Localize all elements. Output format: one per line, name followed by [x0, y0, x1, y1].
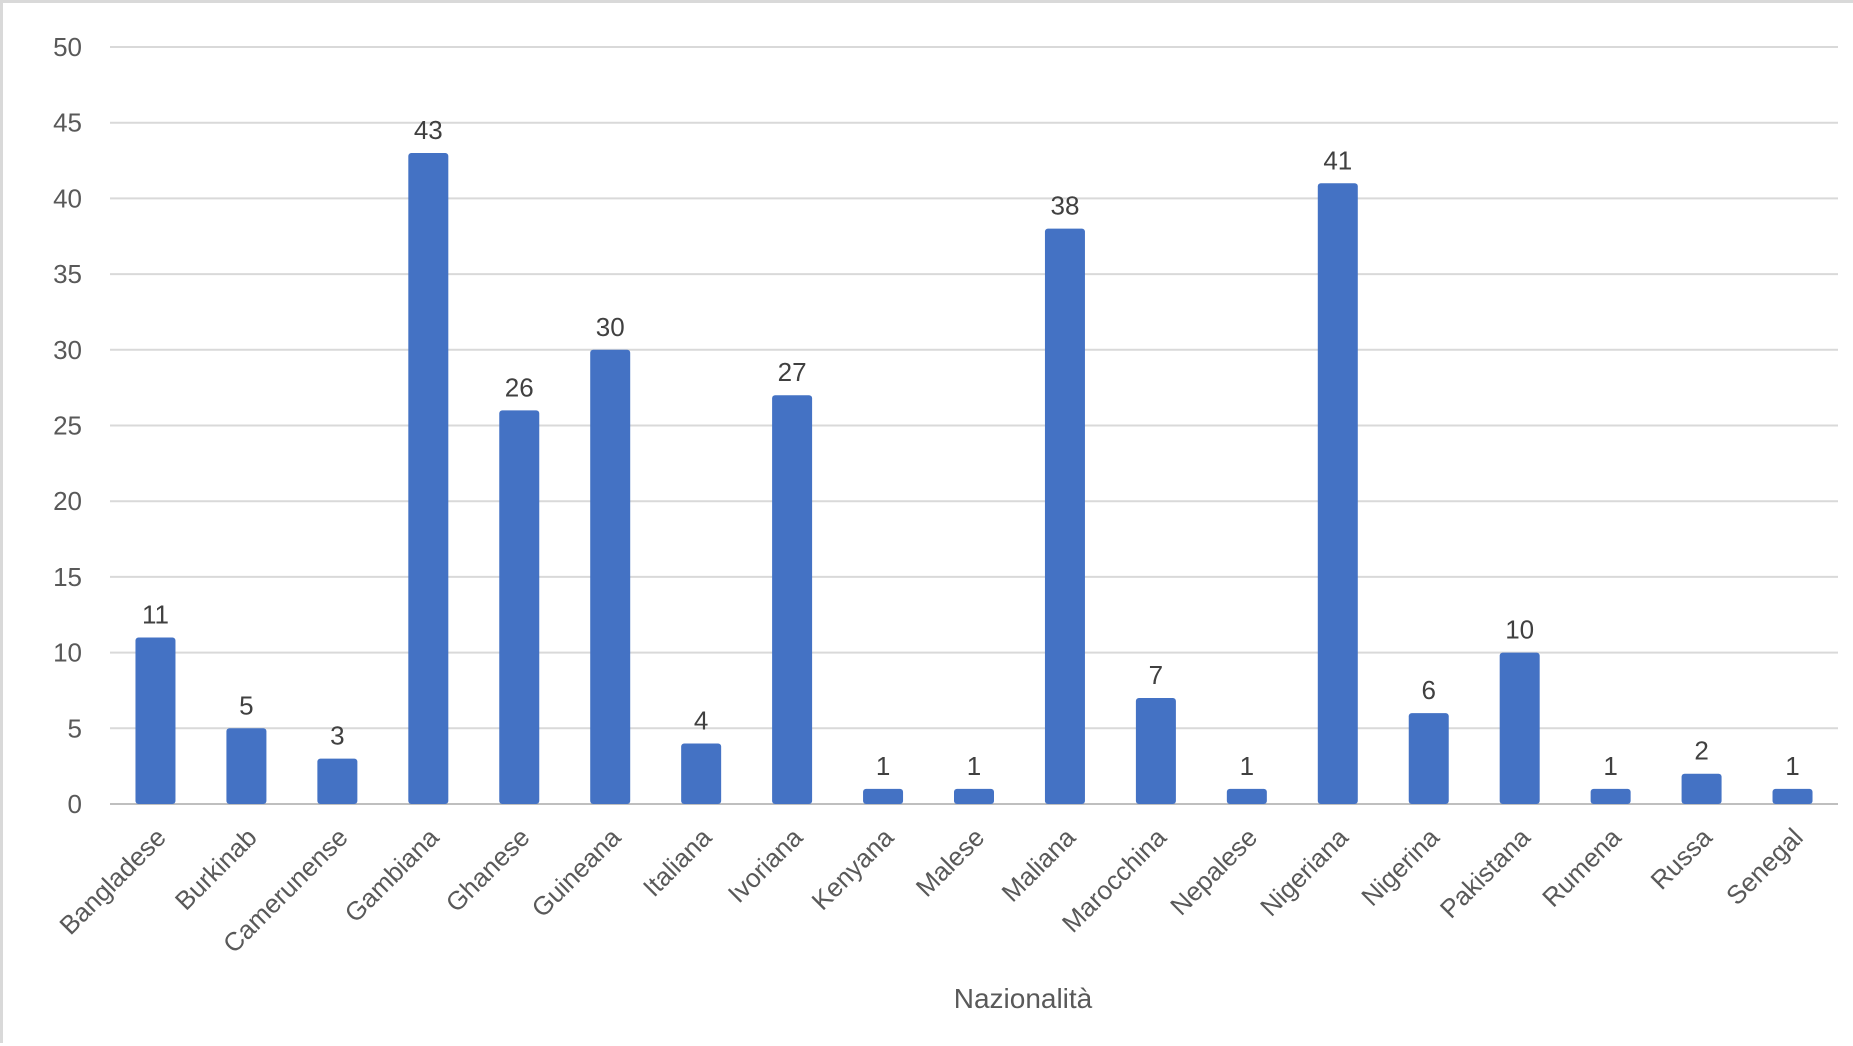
data-label: 27: [778, 357, 807, 387]
bar: [1772, 788, 1813, 804]
bar: [1499, 652, 1540, 804]
x-tick-label: Kenyana: [805, 822, 899, 916]
bar: [1681, 773, 1722, 804]
bar: [1408, 713, 1449, 804]
x-axis-tick-labels: BangladeseBurkinabCamerunenseGambianaGha…: [53, 822, 1808, 959]
bar: [317, 758, 358, 804]
bar: [408, 152, 449, 805]
bar: [135, 637, 176, 804]
data-label: 10: [1505, 615, 1534, 645]
data-label: 7: [1149, 660, 1163, 690]
x-tick-label: Rumena: [1536, 822, 1627, 913]
data-label: 41: [1323, 145, 1352, 175]
data-label: 6: [1422, 675, 1436, 705]
x-tick-label: Nigeriana: [1254, 822, 1354, 922]
x-tick-label: Russa: [1644, 822, 1718, 896]
bar: [772, 395, 813, 804]
data-label: 1: [1785, 751, 1799, 781]
bar: [1226, 788, 1267, 804]
bar: [954, 788, 994, 804]
x-tick-label: Burkinab: [169, 822, 263, 916]
x-tick-label: Senegal: [1720, 822, 1809, 911]
x-tick-label: Malese: [910, 822, 990, 902]
bar: [1135, 698, 1176, 804]
data-label: 3: [330, 721, 344, 751]
data-label: 1: [1240, 751, 1254, 781]
x-tick-label: Gambiana: [339, 822, 445, 928]
data-label: 11: [142, 599, 169, 629]
y-tick-label: 0: [68, 789, 82, 819]
bars: [135, 152, 1813, 805]
y-tick-label: 50: [53, 32, 82, 62]
x-tick-label: Bangladese: [53, 822, 171, 940]
y-tick-label: 45: [53, 108, 82, 138]
data-label: 1: [876, 751, 890, 781]
y-tick-label: 30: [53, 335, 82, 365]
bar: [1317, 183, 1358, 804]
data-label: 2: [1694, 736, 1708, 766]
data-label: 5: [239, 690, 253, 720]
x-tick-label: Guineana: [526, 822, 627, 923]
bar: [1044, 228, 1085, 804]
data-label: 1: [1603, 751, 1617, 781]
bar: [863, 788, 904, 804]
data-label: 4: [694, 705, 708, 735]
x-tick-label: Ghanese: [440, 822, 536, 918]
y-tick-label: 25: [53, 411, 82, 441]
y-tick-label: 5: [68, 713, 82, 743]
data-label: 38: [1050, 191, 1079, 221]
x-tick-label: Maliana: [996, 822, 1082, 908]
x-tick-label: Italiana: [637, 822, 718, 903]
y-tick-label: 20: [53, 486, 82, 516]
bar: [1590, 788, 1631, 804]
data-label: 1: [967, 751, 981, 781]
y-tick-label: 35: [53, 259, 82, 289]
y-tick-label: 10: [53, 638, 82, 668]
bar: [590, 349, 631, 804]
data-label: 43: [414, 115, 443, 145]
y-tick-label: 40: [53, 183, 82, 213]
gridlines: [110, 46, 1838, 805]
bar: [226, 728, 267, 804]
y-tick-label: 15: [53, 562, 82, 592]
bar: [499, 410, 540, 804]
y-axis-tick-labels: 0 5 10 15 20 25 30 35 40 45 50: [53, 32, 82, 819]
data-label: 30: [596, 312, 625, 342]
x-tick-label: Nepalese: [1164, 822, 1263, 921]
x-axis-title: Nazionalità: [954, 983, 1093, 1014]
data-label: 26: [505, 372, 534, 402]
x-tick-label: Pakistana: [1434, 822, 1536, 924]
x-tick-label: Ivoriana: [722, 822, 809, 909]
x-tick-label: Nigerina: [1355, 822, 1445, 912]
bar: [681, 743, 722, 804]
